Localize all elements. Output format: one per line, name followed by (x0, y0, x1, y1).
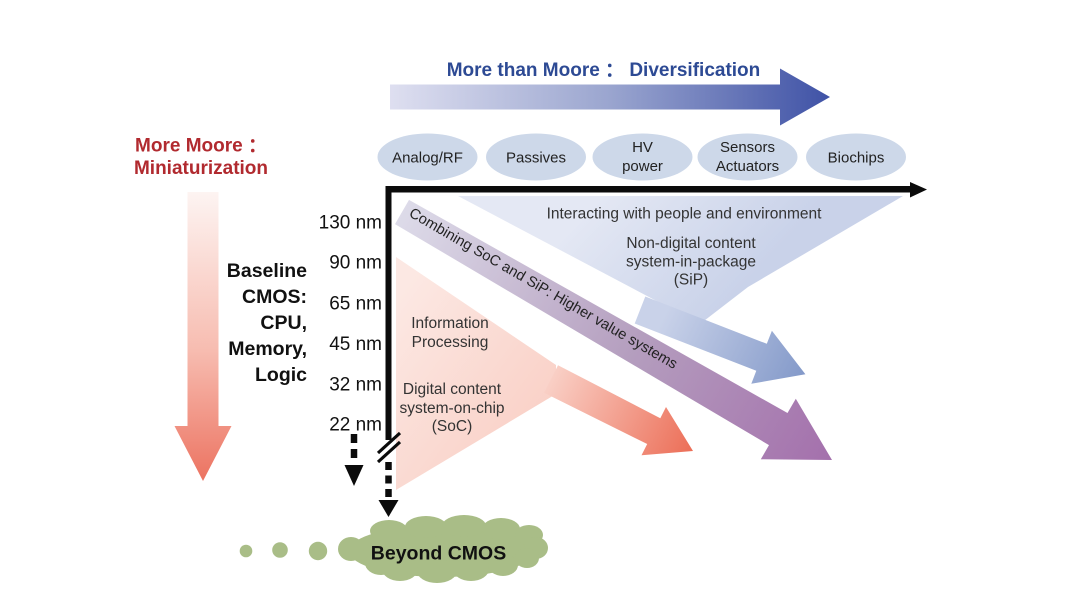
svg-text:CMOS:: CMOS: (242, 286, 307, 308)
svg-text:65 nm: 65 nm (329, 294, 382, 315)
svg-text:CPU,: CPU, (260, 312, 307, 334)
svg-text:Processing: Processing (412, 334, 489, 351)
svg-text:Beyond CMOS: Beyond CMOS (371, 543, 506, 565)
svg-text:Miniaturization: Miniaturization (134, 158, 268, 179)
svg-text:Information: Information (411, 315, 489, 332)
svg-text:Sensors: Sensors (720, 139, 775, 156)
svg-text:90 nm: 90 nm (329, 253, 382, 274)
svg-text:Passives: Passives (506, 150, 566, 167)
svg-text:Interacting with people and en: Interacting with people and environment (547, 206, 823, 223)
svg-text:22 nm: 22 nm (329, 415, 382, 436)
svg-text:Non-digital content: Non-digital content (626, 235, 756, 252)
svg-text:system-on-chip: system-on-chip (399, 400, 504, 417)
svg-text:(SoC): (SoC) (432, 418, 472, 435)
svg-text:Digital content: Digital content (403, 381, 502, 398)
svg-text:Logic: Logic (255, 364, 307, 386)
svg-text:Analog/RF: Analog/RF (392, 150, 463, 167)
svg-text:(SiP): (SiP) (674, 272, 708, 289)
svg-text:130 nm: 130 nm (319, 213, 382, 234)
svg-text:Biochips: Biochips (828, 150, 885, 167)
svg-text:Baseline: Baseline (227, 260, 307, 282)
svg-text:HV: HV (632, 139, 653, 156)
svg-text:More than Moore ： Diversificat: More than Moore ： Diversification (447, 60, 761, 81)
svg-text:Actuators: Actuators (716, 158, 779, 175)
svg-text:More Moore ：: More Moore ： (135, 136, 267, 157)
svg-text:45 nm: 45 nm (329, 334, 382, 355)
svg-text:power: power (622, 158, 663, 175)
svg-text:system-in-package: system-in-package (626, 254, 756, 271)
svg-text:Memory,: Memory, (228, 338, 307, 360)
svg-text:32 nm: 32 nm (329, 375, 382, 396)
